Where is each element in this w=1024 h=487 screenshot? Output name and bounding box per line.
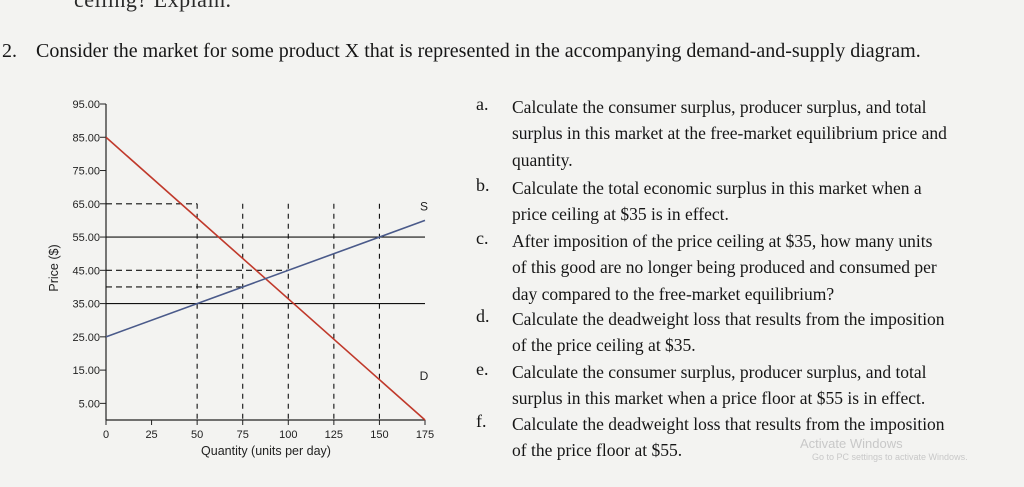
x-tick-label: 150 xyxy=(370,429,388,441)
subquestion-text: Calculate the consumer surplus, producer… xyxy=(512,94,1012,173)
x-tick-label: 100 xyxy=(279,429,297,441)
question-number: 2. xyxy=(2,40,17,62)
subquestion-line: of the price floor at $55. xyxy=(512,440,683,461)
subquestion-line: of the price ceiling at $35. xyxy=(512,335,696,356)
subquestion-line: price ceiling at $35 is in effect. xyxy=(512,204,729,225)
subquestion-line: day compared to the free-market equilibr… xyxy=(512,283,835,304)
x-tick-label: 75 xyxy=(237,429,249,441)
y-tick-label: 25.00 xyxy=(72,332,100,344)
y-tick-label: 55.00 xyxy=(72,232,100,244)
subquestion-letter: a. xyxy=(476,94,489,114)
x-tick-label: 175 xyxy=(416,429,434,441)
subquestion-text: Calculate the deadweight loss that resul… xyxy=(512,411,1012,464)
subquestion-line: Calculate the deadweight loss that resul… xyxy=(512,414,945,434)
x-tick-label: 125 xyxy=(325,429,343,441)
activate-windows-watermark: Activate Windows xyxy=(800,436,903,451)
subquestion-text: Calculate the total economic surplus in … xyxy=(512,175,1012,228)
x-tick-label: 0 xyxy=(103,429,109,441)
x-tick-label: 25 xyxy=(145,429,157,441)
subquestion-text: Calculate the consumer surplus, producer… xyxy=(512,359,1012,412)
subquestion-letter: f. xyxy=(476,411,487,431)
previous-question-fragment: ceiling? Explain. xyxy=(74,0,232,13)
subquestion-line: After imposition of the price ceiling at… xyxy=(512,231,933,251)
y-tick-label: 75.00 xyxy=(72,166,100,178)
subquestion-line: Calculate the consumer surplus, producer… xyxy=(512,362,927,382)
supply-curve xyxy=(105,219,426,338)
question-text: Consider the market for some product X t… xyxy=(36,40,921,62)
y-axis-label: Price ($) xyxy=(47,244,61,291)
y-tick-label: 35.00 xyxy=(72,299,100,311)
subquestion-text: After imposition of the price ceiling at… xyxy=(512,228,1012,307)
x-tick-label: 50 xyxy=(191,429,203,441)
supply-label: S xyxy=(420,199,428,213)
subquestion-line: quantity. xyxy=(512,149,573,170)
subquestion-line: surplus in this market when a price floo… xyxy=(512,388,926,409)
y-tick-label: 85.00 xyxy=(72,132,100,144)
x-axis-label: Quantity (units per day) xyxy=(201,444,331,458)
subquestion-text: Calculate the deadweight loss that resul… xyxy=(512,306,1012,359)
subquestion-line: of this good are no longer being produce… xyxy=(512,257,937,278)
y-tick-label: 45.00 xyxy=(72,265,100,277)
y-tick-label: 65.00 xyxy=(72,199,100,211)
subquestion-line: Calculate the consumer surplus, producer… xyxy=(512,97,927,117)
subquestion-letter: d. xyxy=(476,306,490,326)
subquestion-line: Calculate the total economic surplus in … xyxy=(512,178,922,198)
subquestion-line: Calculate the deadweight loss that resul… xyxy=(512,309,945,329)
y-tick-label: 95.00 xyxy=(72,99,100,111)
activate-windows-subtitle: Go to PC settings to activate Windows. xyxy=(812,452,968,462)
subquestion-letter: c. xyxy=(476,228,489,248)
subquestion-line: surplus in this market at the free-marke… xyxy=(512,123,947,144)
y-tick-label: 15.00 xyxy=(72,365,100,377)
demand-label: D xyxy=(420,369,429,383)
subquestion-letter: e. xyxy=(476,359,489,379)
subquestion-letter: b. xyxy=(476,175,490,195)
y-tick-label: 5.00 xyxy=(79,398,100,410)
demand-supply-chart: 95.00 85.00 75.00 65.00 55.00 45.00 35.00 25.00… xyxy=(47,99,434,458)
